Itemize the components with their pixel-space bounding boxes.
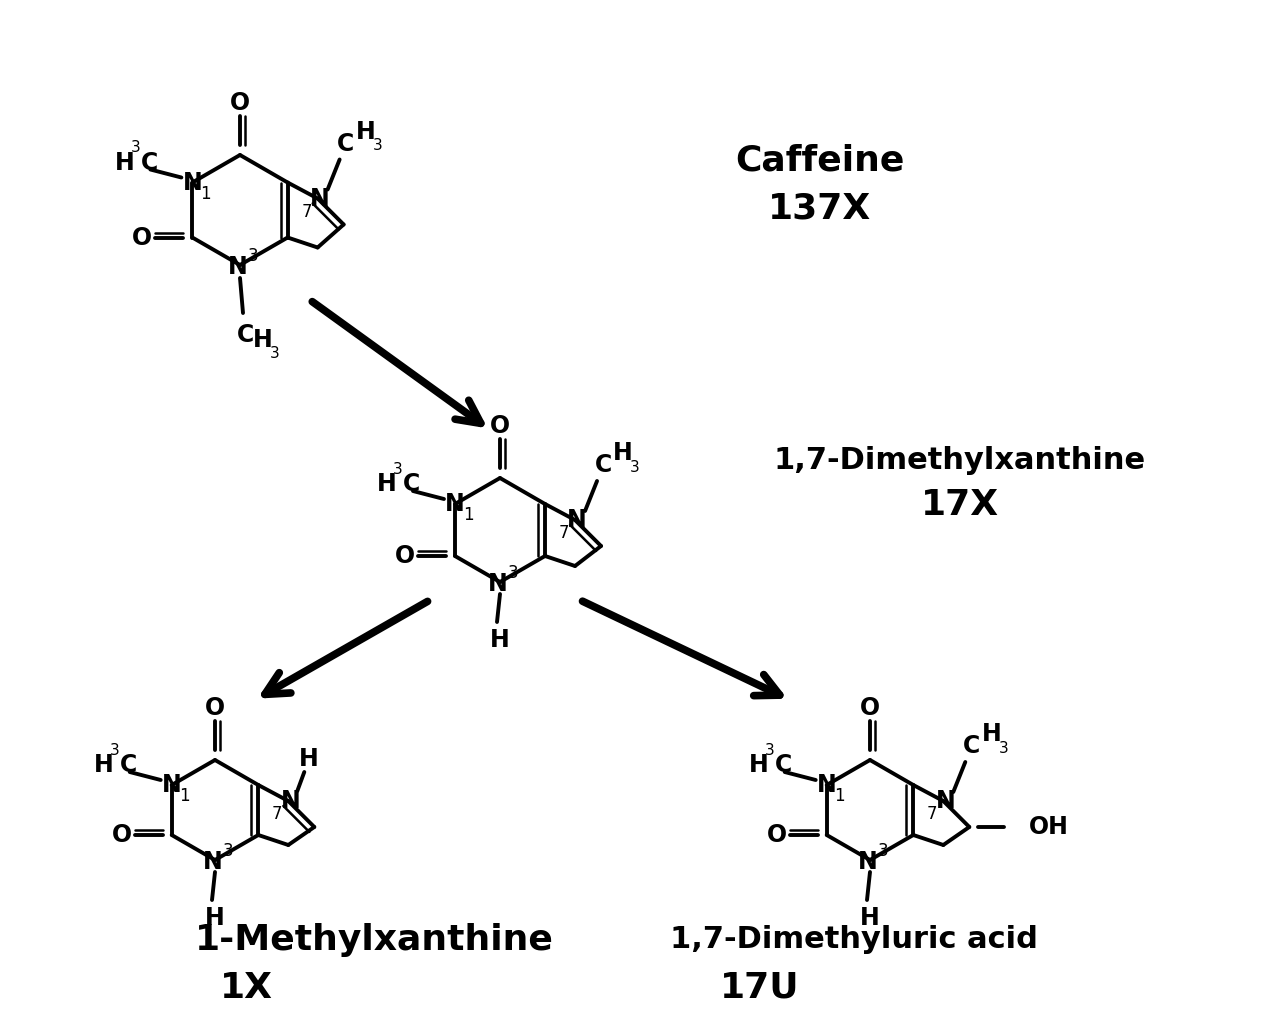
Text: N: N <box>567 508 588 533</box>
Text: 3: 3 <box>110 743 119 757</box>
Text: 3: 3 <box>878 842 888 860</box>
Text: N: N <box>817 773 837 797</box>
Text: O: O <box>396 544 415 568</box>
Text: H: H <box>378 472 397 496</box>
Text: C: C <box>963 733 980 758</box>
Text: H: H <box>613 441 632 465</box>
Text: O: O <box>230 91 250 115</box>
Text: N: N <box>204 850 223 874</box>
Text: 3: 3 <box>223 842 233 860</box>
Text: O: O <box>132 226 152 250</box>
Text: O: O <box>860 696 881 720</box>
Text: H: H <box>253 328 273 352</box>
Text: 137X: 137X <box>768 191 872 225</box>
Text: H: H <box>860 906 879 930</box>
Text: N: N <box>228 255 248 279</box>
Text: 1-Methylxanthine: 1-Methylxanthine <box>195 923 554 957</box>
Text: H: H <box>982 722 1001 746</box>
Text: O: O <box>490 414 509 438</box>
Text: N: N <box>183 171 202 195</box>
Text: O: O <box>205 696 225 720</box>
Text: 7: 7 <box>559 524 570 542</box>
Text: 3: 3 <box>372 138 383 153</box>
Text: N: N <box>936 789 955 813</box>
Text: 3: 3 <box>270 345 280 361</box>
Text: 3: 3 <box>508 564 518 582</box>
Text: Caffeine: Caffeine <box>735 143 905 177</box>
Text: 3: 3 <box>131 140 141 155</box>
Text: C: C <box>594 453 612 477</box>
Text: H: H <box>114 150 134 174</box>
Text: C: C <box>141 150 157 174</box>
Text: N: N <box>858 850 878 874</box>
Text: C: C <box>337 132 355 155</box>
Text: 1: 1 <box>179 787 189 805</box>
Text: N: N <box>310 186 329 210</box>
Text: 1: 1 <box>462 506 474 524</box>
Text: O: O <box>767 823 787 847</box>
Text: C: C <box>237 323 253 347</box>
Text: C: C <box>776 753 792 777</box>
Text: 1,7-Dimethyluric acid: 1,7-Dimethyluric acid <box>669 925 1038 954</box>
Text: 17U: 17U <box>719 971 800 1005</box>
Text: N: N <box>488 572 508 596</box>
Text: 3: 3 <box>765 743 774 757</box>
Text: H: H <box>93 753 114 777</box>
Text: 1: 1 <box>835 787 845 805</box>
Text: H: H <box>749 753 768 777</box>
Text: 1,7-Dimethylxanthine: 1,7-Dimethylxanthine <box>774 445 1146 474</box>
Text: H: H <box>490 628 509 652</box>
Text: OH: OH <box>1029 815 1069 839</box>
Text: 7: 7 <box>927 805 937 823</box>
Text: 3: 3 <box>630 460 640 474</box>
Text: H: H <box>205 906 225 930</box>
Text: 1X: 1X <box>220 971 273 1005</box>
Text: 7: 7 <box>273 805 283 823</box>
Text: N: N <box>280 789 301 813</box>
Text: 1: 1 <box>200 184 211 202</box>
Text: O: O <box>111 823 132 847</box>
Text: 3: 3 <box>998 741 1009 755</box>
Text: C: C <box>403 472 421 496</box>
Text: 17X: 17X <box>920 488 1000 522</box>
Text: C: C <box>120 753 137 777</box>
Text: 7: 7 <box>301 202 312 221</box>
Text: H: H <box>356 119 375 144</box>
Text: N: N <box>161 773 182 797</box>
Text: 3: 3 <box>248 247 259 265</box>
Text: N: N <box>445 492 465 516</box>
Text: H: H <box>298 747 319 771</box>
Text: 3: 3 <box>393 461 403 477</box>
